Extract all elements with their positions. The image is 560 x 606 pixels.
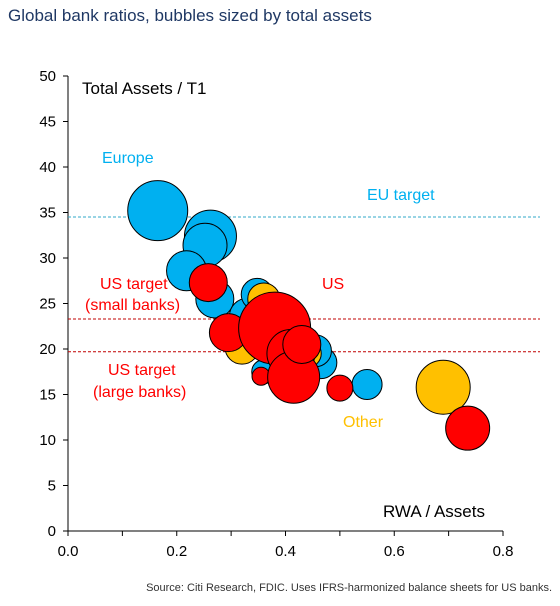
- chart-title: Global bank ratios, bubbles sized by tot…: [8, 6, 372, 25]
- y-tick-label: 35: [39, 205, 56, 222]
- y-ticks: 0 5 10 15 20 25 30 35 40 45 50: [39, 68, 68, 540]
- x-tick-label: 0.4: [275, 543, 296, 560]
- y-tick-label: 15: [39, 387, 56, 404]
- annotation-other: Other: [343, 414, 384, 431]
- y-tick-label: 25: [39, 296, 56, 313]
- annotation-small-banks: (small banks): [85, 297, 180, 314]
- y-tick-label: 20: [39, 341, 56, 358]
- x-tick-label: 0.0: [58, 543, 79, 560]
- bubble-europe: [127, 180, 189, 242]
- x-ticks: 0.0 0.2 0.4 0.6 0.8: [58, 531, 514, 560]
- y-tick-label: 45: [39, 114, 56, 131]
- x-tick-label: 0.6: [384, 543, 405, 560]
- y-tick-label: 10: [39, 432, 56, 449]
- y-axis-label: Total Assets / T1: [82, 79, 206, 98]
- bubble-us: [188, 263, 228, 303]
- bubble-europe: [351, 368, 383, 400]
- x-tick-label: 0.8: [493, 543, 514, 560]
- bubble-us: [326, 374, 354, 402]
- source-note: Source: Citi Research, FDIC. Uses IFRS-h…: [146, 582, 552, 594]
- bubble-other: [415, 359, 471, 415]
- x-axis-label: RWA / Assets: [383, 502, 485, 521]
- annotation-us-target-large: US target: [108, 362, 176, 379]
- y-tick-label: 30: [39, 250, 56, 267]
- y-tick-label: 0: [48, 523, 56, 540]
- bubble-us: [282, 324, 322, 364]
- annotation-large-banks: (large banks): [93, 384, 186, 401]
- annotation-us-target-small: US target: [100, 276, 168, 293]
- y-tick-label: 5: [48, 478, 56, 495]
- annotation-us: US: [322, 276, 344, 293]
- bubbles: [127, 180, 491, 451]
- annotation-europe: Europe: [102, 150, 154, 167]
- bubble-us: [445, 405, 491, 451]
- x-tick-label: 0.2: [166, 543, 187, 560]
- y-tick-label: 50: [39, 68, 56, 85]
- y-tick-label: 40: [39, 159, 56, 176]
- annotation-eu-target: EU target: [367, 187, 435, 204]
